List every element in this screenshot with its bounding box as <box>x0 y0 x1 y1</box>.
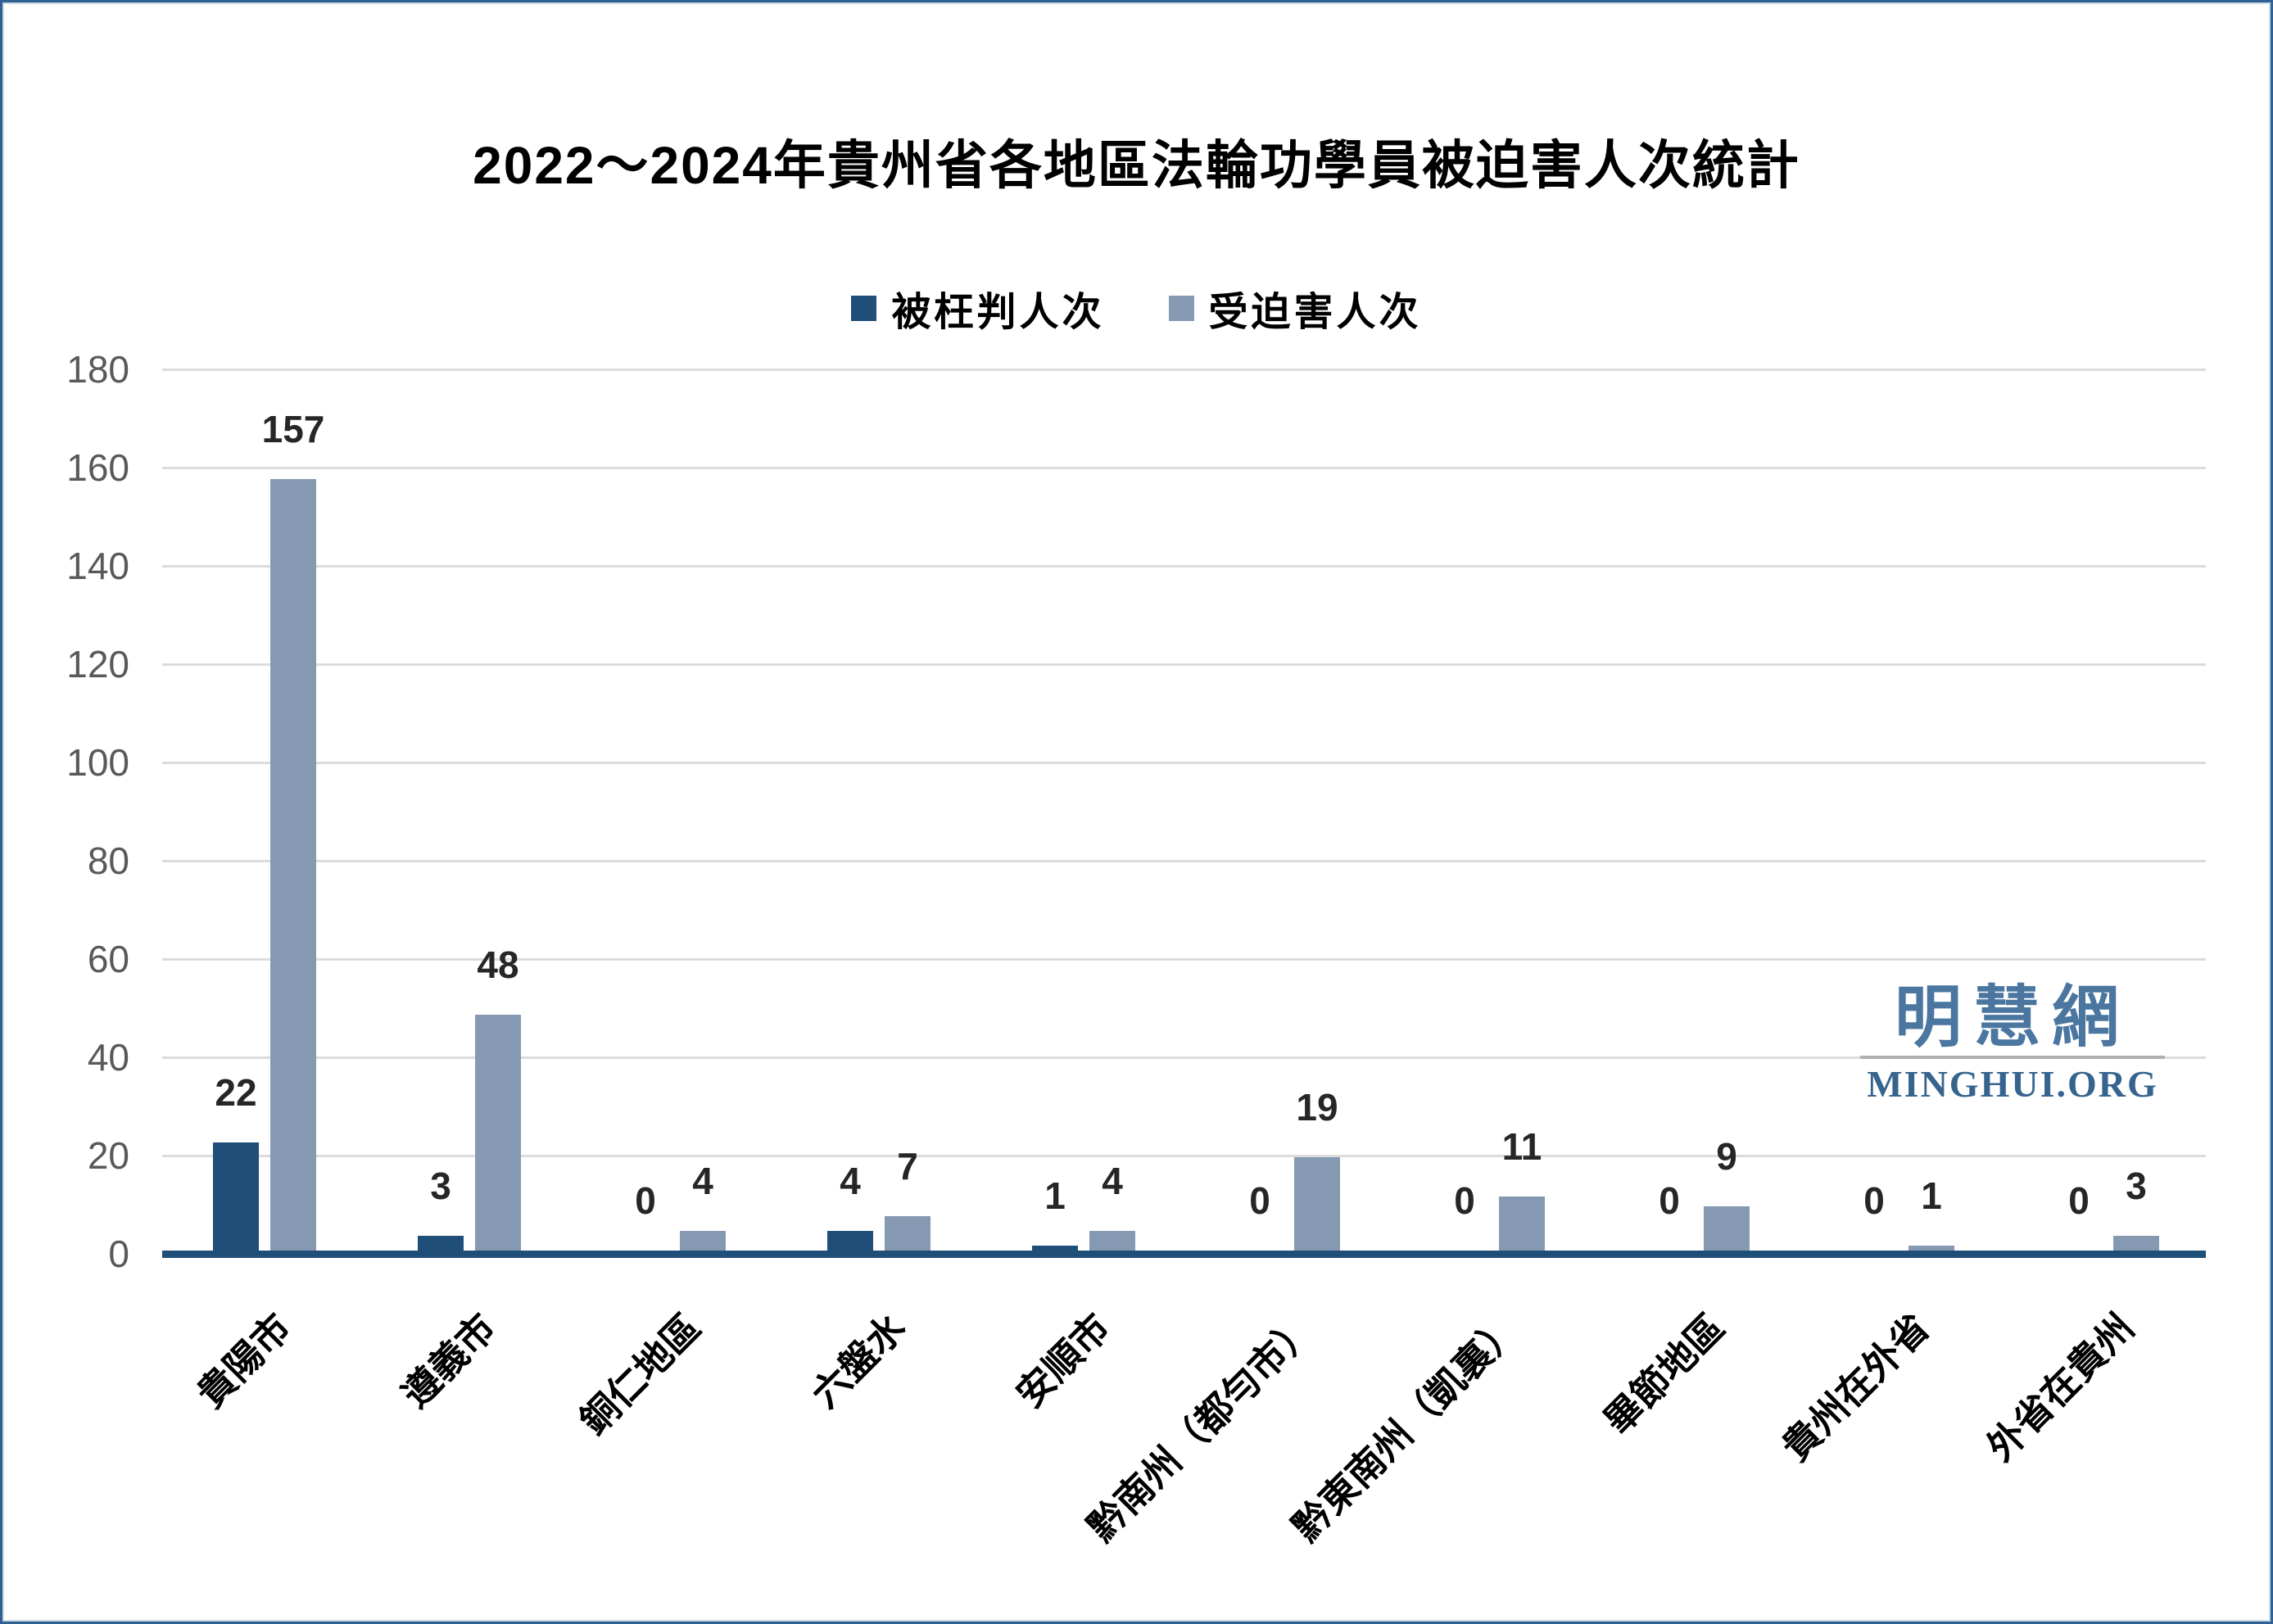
x-axis-label-6: 黔東南州（凱裏） <box>1284 1305 1528 1549</box>
bar-series2-1 <box>475 1015 521 1254</box>
y-axis-tick-80: 80 <box>87 839 129 882</box>
legend-item-sentenced: 被枉判人次 <box>851 279 1104 337</box>
value-label-series2-4: 4 <box>1102 1160 1123 1202</box>
watermark-divider <box>1860 1056 2165 1059</box>
value-label-series1-2: 0 <box>635 1179 656 1222</box>
gridline-180 <box>162 369 2206 371</box>
y-axis-tick-120: 120 <box>66 643 129 685</box>
x-axis-label-5: 黔南州（都勻市） <box>1080 1305 1324 1549</box>
bar-series2-3 <box>885 1216 930 1254</box>
bar-series2-0 <box>270 479 316 1254</box>
y-axis-tick-20: 20 <box>87 1134 129 1177</box>
gridline-20 <box>162 1155 2206 1157</box>
bar-series2-8 <box>1909 1246 1954 1254</box>
gridline-160 <box>162 467 2206 469</box>
minghui-watermark: 明慧網 MINGHUI.ORG <box>1860 982 2165 1106</box>
bar-series1-1 <box>418 1236 464 1254</box>
x-axis-label-4: 安順市 <box>1007 1305 1119 1416</box>
bar-series2-4 <box>1089 1231 1135 1254</box>
value-label-series1-6: 0 <box>1454 1179 1475 1222</box>
y-axis-tick-40: 40 <box>87 1036 129 1079</box>
value-label-series1-8: 0 <box>1863 1179 1885 1222</box>
bar-series2-9 <box>2113 1236 2159 1254</box>
chart-title: 2022～2024年貴州省各地區法輪功學員被迫害人次統計 <box>473 136 1800 195</box>
minghui-logo-latin: MINGHUI.ORG <box>1867 1063 2158 1105</box>
value-label-series1-9: 0 <box>2068 1179 2090 1222</box>
bar-series2-2 <box>680 1231 726 1254</box>
minghui-logo-cjk: 明慧網 <box>1894 980 2130 1055</box>
value-label-series2-2: 4 <box>692 1160 713 1202</box>
value-label-series2-0: 157 <box>261 408 325 450</box>
x-axis-label-2: 銅仁地區 <box>572 1305 709 1443</box>
value-label-series1-5: 0 <box>1249 1179 1270 1222</box>
y-axis-tick-60: 60 <box>87 938 129 980</box>
gridline-60 <box>162 958 2206 961</box>
value-label-series1-4: 1 <box>1044 1174 1066 1217</box>
value-label-series2-8: 1 <box>1921 1174 1942 1217</box>
value-label-series2-3: 7 <box>897 1145 918 1187</box>
y-axis-tick-0: 0 <box>108 1233 129 1275</box>
y-axis-tick-160: 160 <box>66 446 129 489</box>
gridline-40 <box>162 1056 2206 1059</box>
value-label-series1-0: 22 <box>215 1071 257 1114</box>
bar-series1-4 <box>1032 1246 1078 1254</box>
x-axis-line <box>162 1251 2206 1258</box>
y-axis-tick-100: 100 <box>66 741 129 784</box>
value-label-series2-5: 19 <box>1296 1086 1338 1129</box>
y-axis-tick-180: 180 <box>66 348 129 391</box>
value-label-series1-1: 3 <box>430 1165 451 1207</box>
legend-label-sentenced: 被枉判人次 <box>891 291 1105 334</box>
value-label-series2-6: 11 <box>1501 1125 1542 1168</box>
bar-series2-5 <box>1294 1157 1340 1254</box>
gridline-120 <box>162 663 2206 666</box>
value-label-series2-1: 48 <box>477 943 519 986</box>
bar-series1-0 <box>213 1142 259 1254</box>
value-label-series1-7: 0 <box>1659 1179 1680 1222</box>
value-label-series2-7: 9 <box>1716 1135 1737 1178</box>
gridline-140 <box>162 565 2206 568</box>
legend-item-persecuted: 受迫害人次 <box>1168 279 1422 337</box>
x-axis-label-0: 貴陽市 <box>188 1305 300 1416</box>
chart-legend: 被枉判人次 受迫害人次 <box>2 279 2271 337</box>
x-axis-label-8: 貴州在外省 <box>1773 1305 1938 1469</box>
gridline-100 <box>162 762 2206 764</box>
bar-series2-6 <box>1499 1197 1545 1254</box>
gridline-80 <box>162 860 2206 862</box>
y-axis-tick-140: 140 <box>66 545 129 587</box>
x-axis-label-1: 遵義市 <box>393 1305 505 1416</box>
legend-label-persecuted: 受迫害人次 <box>1208 291 1422 334</box>
x-axis-label-7: 畢節地區 <box>1596 1305 1733 1443</box>
legend-swatch-persecuted-icon <box>1168 295 1194 321</box>
legend-swatch-sentenced-icon <box>851 295 877 321</box>
bar-series1-3 <box>827 1231 873 1254</box>
value-label-series1-3: 4 <box>840 1160 861 1202</box>
x-axis-label-3: 六盤水 <box>803 1305 914 1416</box>
value-label-series2-9: 3 <box>2126 1165 2147 1207</box>
bar-series2-7 <box>1704 1206 1750 1254</box>
x-axis-label-9: 外省在貴州 <box>1978 1305 2143 1469</box>
